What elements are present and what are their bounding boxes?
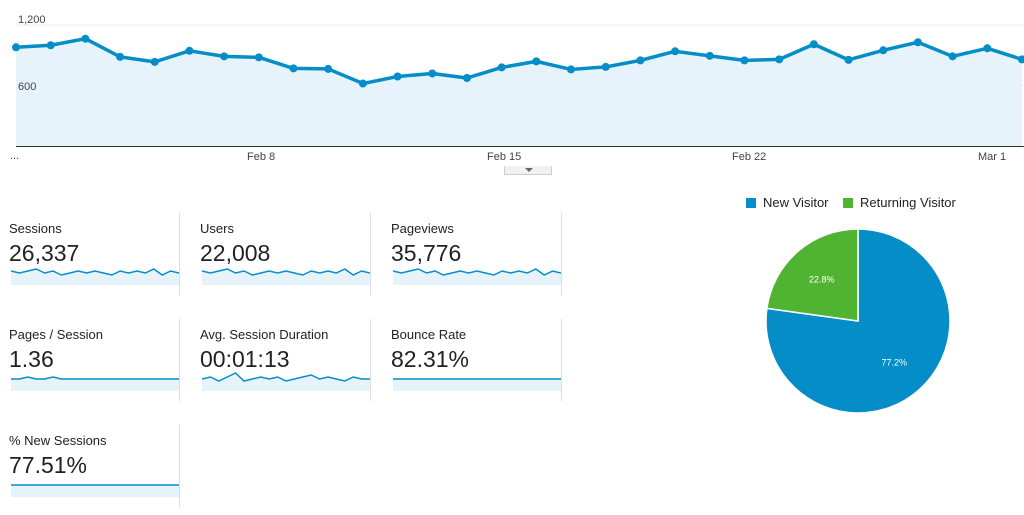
metric-label: Sessions [9, 221, 62, 236]
data-point[interactable] [705, 51, 714, 60]
metric-value: 1.36 [9, 346, 54, 372]
divider [370, 213, 371, 295]
pageviews-sparkline [393, 268, 561, 285]
data-point[interactable] [462, 74, 471, 82]
metric-label: Pages / Session [9, 327, 103, 342]
data-point[interactable] [844, 55, 853, 64]
y-tick-600: 600 [18, 81, 37, 93]
metric-label: Pageviews [391, 221, 454, 236]
data-point[interactable] [81, 34, 90, 43]
sparkline-line [11, 376, 179, 380]
metric-label: Avg. Session Duration [200, 327, 329, 342]
metric-avg-session-duration[interactable]: Avg. Session Duration 00:01:13 [191, 319, 371, 409]
legend-swatch [746, 197, 756, 208]
data-point[interactable] [671, 47, 680, 56]
bounce-rate-sparkline [393, 378, 561, 391]
data-point[interactable] [428, 69, 437, 78]
pie-slice-new-visitor[interactable] [765, 228, 951, 414]
sessions-line-chart[interactable] [0, 0, 1024, 150]
sparkline-fill [11, 269, 179, 285]
data-point[interactable] [358, 79, 367, 88]
data-point[interactable] [393, 72, 402, 81]
sparkline-line [202, 268, 370, 276]
area-fill [16, 38, 1022, 146]
legend-swatch [843, 197, 853, 208]
data-point[interactable] [983, 44, 992, 53]
data-point[interactable] [775, 55, 784, 64]
data-point[interactable] [601, 62, 610, 71]
data-point[interactable] [1018, 55, 1024, 64]
series-line [15, 36, 1023, 86]
y-tick-1200: 1,200 [18, 14, 46, 26]
data-point[interactable] [740, 56, 749, 65]
sparkline-line [202, 372, 370, 382]
data-point[interactable] [324, 64, 333, 73]
metric-label: % New Sessions [9, 433, 107, 448]
sparkline-fill [393, 269, 561, 285]
divider [179, 319, 180, 401]
legend-label: New Visitor [763, 195, 829, 210]
sparkline-line [393, 268, 561, 276]
data-point[interactable] [220, 52, 229, 61]
metric-value: 22,008 [200, 240, 271, 266]
users-sparkline [202, 268, 370, 285]
metric-value: 35,776 [391, 240, 462, 266]
divider [561, 319, 562, 401]
sessions-sparkline [11, 268, 179, 285]
data-point[interactable] [116, 52, 125, 61]
metric-value: 77.51% [9, 452, 88, 478]
pie-slice-label: 22.8% [809, 274, 835, 284]
data-point[interactable] [150, 57, 159, 66]
data-point[interactable] [948, 52, 957, 61]
pie-slice-returning-visitor[interactable] [766, 228, 859, 322]
pages-per-session-sparkline [11, 376, 179, 391]
data-point[interactable] [289, 64, 298, 73]
metric-label: Users [200, 221, 234, 236]
chart-collapse-handle[interactable] [504, 166, 552, 175]
data-point[interactable] [567, 65, 576, 74]
metric-bounce-rate[interactable]: Bounce Rate 82.31% [382, 319, 562, 409]
legend-label: Returning Visitor [860, 195, 956, 210]
metric-value: 00:01:13 [200, 346, 290, 372]
data-point[interactable] [46, 41, 55, 50]
data-point[interactable] [879, 46, 888, 55]
x-tick-mar1: Mar 1 [978, 151, 1007, 163]
x-tick-feb15: Feb 15 [487, 151, 522, 163]
data-point[interactable] [809, 40, 818, 49]
divider [561, 213, 562, 295]
data-point[interactable] [636, 56, 645, 65]
metric-value: 26,337 [9, 240, 80, 266]
data-point[interactable] [12, 43, 20, 52]
x-tick-ellipsis: ... [10, 150, 20, 162]
divider [179, 213, 180, 295]
x-tick-feb22: Feb 22 [732, 151, 767, 163]
sparkline-fill [202, 373, 370, 391]
sparkline-line [11, 268, 179, 276]
metric-label: Bounce Rate [391, 327, 467, 342]
metric-value: 82.31% [391, 346, 470, 372]
data-point[interactable] [254, 53, 263, 62]
data-point[interactable] [532, 57, 541, 66]
data-point[interactable] [185, 46, 194, 55]
legend-new-visitor[interactable]: New Visitor [746, 195, 829, 210]
new-sessions-sparkline [11, 484, 179, 497]
divider [179, 425, 180, 507]
pie-slice-label: 77.2% [881, 358, 907, 368]
metric-users[interactable]: Users 22,008 [191, 213, 371, 303]
data-point[interactable] [497, 63, 506, 72]
x-tick-feb8: Feb 8 [247, 151, 276, 163]
avg-session-duration-sparkline [202, 372, 370, 391]
legend-returning-visitor[interactable]: Returning Visitor [843, 195, 956, 210]
metric-pageviews[interactable]: Pageviews 35,776 [382, 213, 562, 303]
metric-new-sessions[interactable]: % New Sessions 77.51% [0, 425, 180, 515]
data-point[interactable] [913, 38, 922, 47]
sparkline-fill [393, 379, 561, 391]
metric-sessions[interactable]: Sessions 26,337 [0, 213, 180, 303]
divider [370, 319, 371, 401]
metric-pages-per-session[interactable]: Pages / Session 1.36 [0, 319, 180, 409]
sparkline-fill [202, 269, 370, 285]
sparkline-fill [11, 377, 179, 391]
sparkline-fill [11, 485, 179, 497]
